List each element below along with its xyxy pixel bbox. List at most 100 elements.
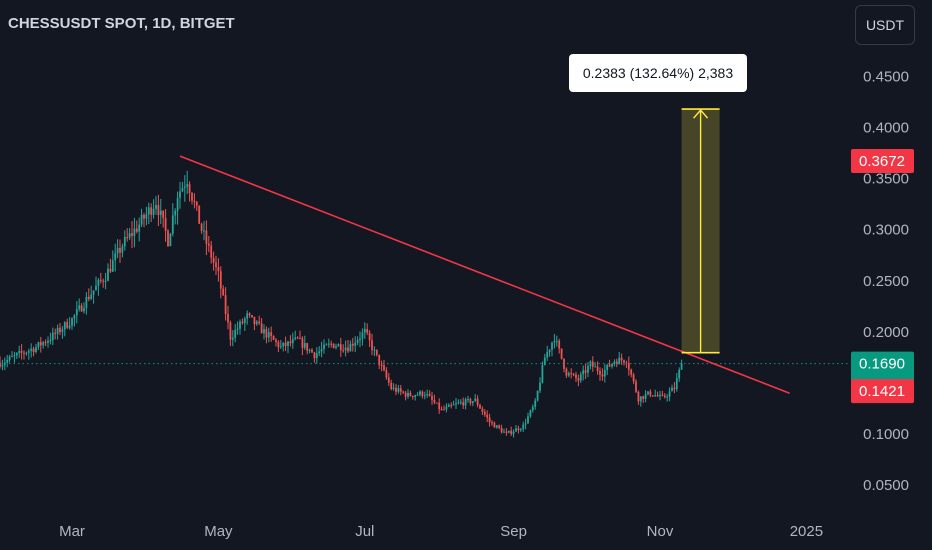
candle-body	[615, 361, 618, 365]
candle-body	[270, 332, 273, 336]
candle-body	[680, 363, 683, 370]
candle-body	[642, 396, 645, 399]
candle-body	[558, 340, 561, 349]
candle-body	[207, 243, 210, 246]
candle-body	[510, 430, 513, 434]
candle-body	[171, 215, 174, 234]
candle-body	[116, 248, 119, 254]
candle-body	[361, 332, 364, 339]
candle-body	[71, 318, 73, 326]
candle-body	[354, 342, 357, 346]
candle-body	[39, 342, 42, 346]
candle-body	[83, 308, 85, 312]
candle-body	[380, 364, 383, 366]
candle-body	[114, 253, 117, 261]
candle-body	[306, 343, 309, 351]
candle-body	[390, 382, 393, 389]
candle-body	[246, 313, 249, 319]
candle-body	[155, 205, 157, 209]
candle-body	[522, 424, 525, 430]
candle-body	[577, 378, 580, 381]
y-tick-label: 0.2000	[863, 324, 909, 341]
candle-body	[217, 267, 220, 272]
candle-body	[203, 230, 205, 232]
candle-body	[243, 318, 246, 324]
candle-body	[169, 233, 172, 247]
candle-body	[159, 210, 162, 216]
candle-body	[637, 391, 640, 402]
candle-body	[433, 399, 436, 403]
price-tag-label: 0.3672	[859, 153, 905, 170]
candle-body	[438, 402, 441, 410]
candle-body	[488, 417, 491, 423]
candle-body	[1, 364, 4, 367]
y-tick-label: 0.0500	[863, 477, 909, 494]
candle-body	[301, 338, 304, 348]
candle-body	[294, 337, 297, 339]
candle-body	[51, 332, 54, 340]
candle-body	[368, 332, 371, 341]
candle-body	[426, 394, 429, 396]
candle-body	[95, 285, 97, 291]
candle-body	[255, 321, 258, 325]
candle-body	[447, 404, 450, 407]
candle-body	[656, 395, 659, 397]
candle-body	[409, 392, 412, 396]
candle-body	[320, 349, 323, 352]
candle-body	[395, 387, 397, 392]
candle-body	[20, 350, 23, 353]
candle-body	[455, 403, 457, 405]
price-tag-label: 0.1421	[859, 383, 905, 400]
candle-body	[579, 374, 582, 381]
candle-body	[13, 355, 16, 357]
measure-arrow-head	[693, 109, 709, 119]
candle-body	[599, 371, 601, 375]
price-tag-box	[851, 379, 914, 404]
candle-body	[507, 430, 510, 433]
candle-body	[80, 305, 83, 312]
candle-body	[27, 350, 30, 353]
candle-body	[654, 395, 657, 397]
candle-body	[551, 342, 553, 350]
currency-unit-button[interactable]: USDT	[855, 5, 915, 45]
candle-body	[167, 230, 169, 247]
candle-body	[193, 200, 196, 202]
price-tag-label: 0.1690	[859, 356, 905, 373]
candle-body	[131, 233, 133, 236]
candle-body	[560, 348, 563, 359]
candle-body	[265, 329, 268, 338]
y-tick-label: 0.4000	[863, 120, 909, 137]
candle-body	[416, 394, 419, 396]
candle-body	[15, 353, 18, 356]
candle-body	[639, 396, 642, 402]
candle-body	[500, 428, 503, 433]
y-tick-label: 0.1000	[863, 426, 909, 443]
candle-body	[387, 377, 390, 383]
candle-body	[224, 295, 227, 315]
candle-body	[651, 395, 654, 397]
candle-body	[272, 336, 275, 340]
candle-body	[267, 332, 270, 338]
time-axis[interactable]: Mar May Jul Sep Nov 2025	[59, 523, 823, 540]
candle-body	[140, 214, 143, 225]
candle-body	[601, 374, 604, 377]
candle-body	[383, 365, 385, 371]
candle-body	[135, 228, 138, 232]
candle-body	[239, 321, 241, 329]
candle-body	[375, 349, 378, 355]
candle-body	[421, 391, 424, 396]
candle-body	[299, 338, 301, 340]
candle-body	[263, 329, 265, 334]
candle-body	[476, 398, 479, 406]
candle-body	[126, 236, 129, 238]
candle-body	[68, 325, 71, 328]
candle-body	[54, 332, 57, 334]
candle-body	[536, 390, 539, 401]
candle-body	[275, 339, 277, 342]
price-axis[interactable]: 0.4500 0.4000 0.3500 0.3000 0.2500 0.2000 0.10…	[863, 68, 909, 494]
candle-body	[63, 322, 66, 330]
candle-body	[215, 262, 217, 268]
candle-body	[627, 363, 630, 370]
candle-body	[371, 340, 373, 351]
